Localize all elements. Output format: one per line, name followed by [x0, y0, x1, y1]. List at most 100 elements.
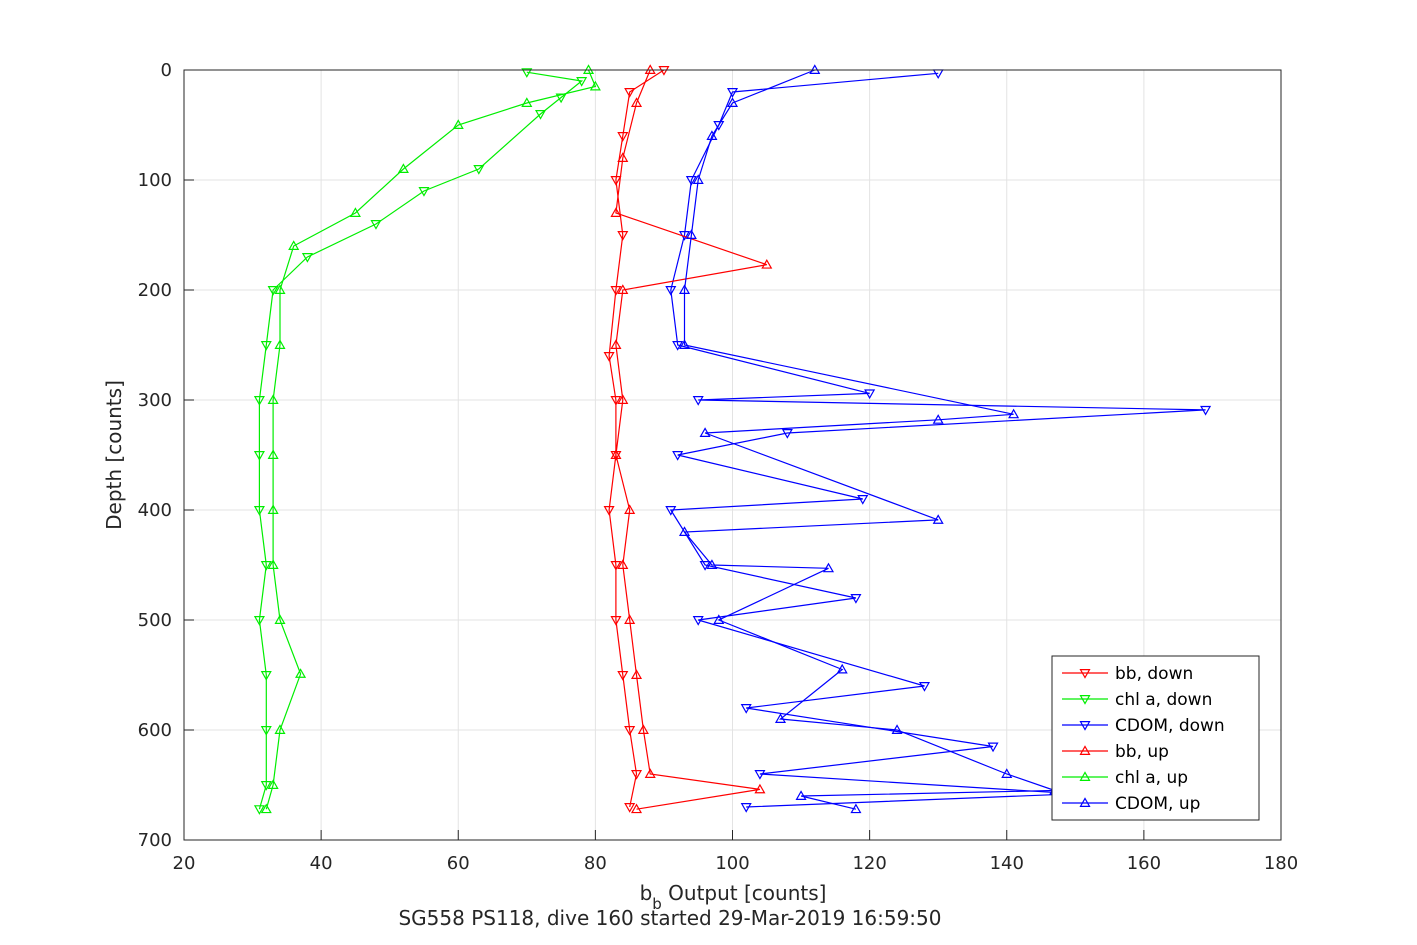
data-point	[260, 671, 272, 681]
series-line	[683, 69, 1055, 810]
x-tick-label: 140	[990, 853, 1024, 874]
data-point	[617, 152, 629, 162]
data-point	[699, 561, 711, 571]
data-point	[624, 803, 636, 813]
y-tick-label: 200	[138, 280, 172, 301]
x-tick-label: 80	[584, 853, 607, 874]
data-point	[267, 449, 279, 459]
data-point	[713, 121, 725, 131]
data-point	[850, 594, 862, 604]
data-point	[253, 805, 265, 815]
data-point	[295, 668, 307, 678]
data-point	[754, 783, 766, 794]
data-point	[521, 97, 533, 107]
data-point	[1008, 408, 1020, 419]
legend-item: bb, down	[1062, 664, 1193, 684]
legend-swatch-marker	[1079, 771, 1091, 781]
x-axis-label: bb Output [counts]	[640, 881, 827, 913]
y-tick-label: 100	[138, 170, 172, 191]
data-point	[1200, 405, 1212, 416]
x-tick-label: 40	[310, 853, 333, 874]
data-point	[274, 339, 286, 349]
data-point	[624, 504, 636, 514]
data-point	[260, 803, 272, 814]
data-point	[260, 781, 272, 791]
data-point	[260, 726, 272, 736]
data-point	[706, 559, 718, 569]
x-tick-label: 180	[1264, 853, 1298, 874]
legend-label: CDOM, up	[1115, 794, 1200, 814]
data-point	[274, 284, 286, 294]
data-point	[740, 803, 752, 813]
legend-label: chl a, up	[1115, 768, 1188, 788]
data-point	[253, 616, 265, 626]
data-point	[617, 231, 629, 241]
data-point	[713, 614, 725, 624]
data-point	[617, 671, 629, 681]
data-point	[267, 559, 279, 569]
data-point	[761, 258, 773, 269]
series-line	[258, 71, 584, 810]
data-point	[253, 396, 265, 406]
legend-box	[1051, 655, 1260, 821]
data-point	[617, 132, 629, 142]
x-tick-label: 100	[715, 853, 749, 874]
data-point	[610, 286, 622, 296]
data-point	[822, 562, 835, 573]
series-line	[669, 72, 1206, 808]
data-point	[809, 64, 821, 74]
data-point	[685, 229, 697, 239]
data-point	[274, 724, 286, 734]
data-point	[576, 77, 588, 87]
data-point	[418, 187, 430, 197]
y-axis-label: Depth [counts]	[102, 380, 126, 530]
data-point	[774, 713, 787, 723]
x-tick-label: 20	[173, 853, 196, 874]
data-point	[274, 614, 286, 624]
data-point	[610, 561, 622, 571]
data-point	[658, 66, 670, 76]
data-point	[630, 97, 643, 107]
legend-label: bb, up	[1115, 742, 1169, 762]
data-point	[864, 389, 876, 400]
y-tick-label: 500	[138, 610, 172, 631]
data-point	[891, 724, 903, 734]
series-cdom-up	[678, 64, 1061, 814]
x-tick-label: 160	[1127, 853, 1161, 874]
series-chl-a-down	[253, 68, 588, 815]
data-point	[726, 88, 739, 98]
data-point	[932, 514, 944, 524]
data-point	[795, 790, 807, 800]
data-point	[301, 253, 313, 263]
data-point	[610, 396, 622, 406]
data-point	[589, 80, 601, 91]
series-line	[608, 69, 665, 808]
data-point	[253, 506, 265, 516]
data-point	[452, 119, 464, 129]
data-point	[672, 341, 684, 351]
data-point	[678, 339, 691, 349]
data-point	[267, 504, 279, 514]
data-point	[726, 97, 739, 107]
data-point	[370, 220, 382, 230]
data-point	[1001, 768, 1013, 778]
legend-swatch-marker	[1079, 745, 1091, 755]
data-point	[521, 68, 533, 78]
data-point	[918, 682, 931, 692]
data-point	[267, 779, 279, 789]
data-point	[836, 663, 848, 674]
x-tick-label: 60	[447, 853, 470, 874]
data-point	[630, 803, 643, 814]
data-layer	[253, 64, 1212, 815]
x-axis-label-rest: Output [counts]	[662, 881, 827, 905]
series-bb-up	[610, 64, 773, 814]
data-point	[781, 429, 793, 439]
data-point	[260, 561, 272, 571]
data-point	[630, 669, 643, 679]
legend-label: bb, down	[1115, 664, 1193, 684]
data-point	[665, 506, 677, 516]
data-point	[678, 526, 691, 536]
legend-item: chl a, down	[1062, 690, 1212, 710]
data-point	[692, 174, 704, 184]
series-cdom-down	[665, 69, 1212, 813]
